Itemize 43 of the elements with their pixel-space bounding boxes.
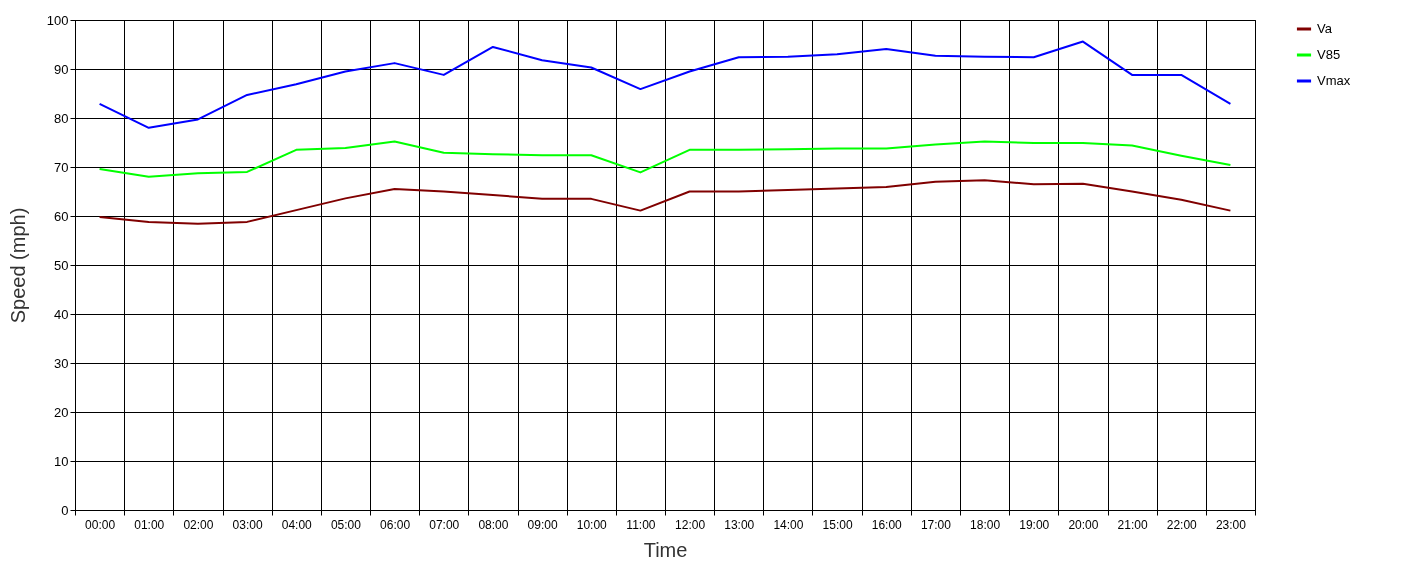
x-tick-label: 23:00 [1215,517,1247,532]
y-tick-label: 20 [54,404,69,420]
x-tick-label: 21:00 [1117,517,1148,532]
x-tick-label: 12:00 [675,517,706,532]
y-tick-label: 0 [61,502,69,518]
x-tick-label: 22:00 [1166,517,1198,532]
legend-label: V85 [1317,47,1341,62]
x-tick-label: 15:00 [822,517,853,532]
x-tick-label: 10:00 [576,517,608,532]
x-tick-label: 14:00 [773,517,804,532]
line-series [98,40,1232,129]
x-tick-label: 16:00 [871,517,903,532]
y-tick-label: 40 [54,306,69,322]
x-tick-label: 13:00 [724,517,755,532]
x-tick-label: 18:00 [970,517,1001,532]
y-tick-label: 30 [54,355,69,371]
y-tick-label: 100 [46,12,69,28]
x-tick-label: 06:00 [380,517,411,532]
y-tick-label: 10 [54,453,69,469]
y-tick-label: 50 [54,257,69,273]
x-tick-label: 04:00 [281,517,313,532]
y-tick-label: 90 [54,61,69,77]
x-tick-label: 00:00 [85,517,116,532]
x-tick-label: 09:00 [527,517,558,532]
x-tick-label: 08:00 [478,517,509,532]
line-series [98,179,1232,225]
line-series [98,140,1232,178]
y-tick-label: 80 [54,110,69,126]
legend-label: Va [1317,21,1333,36]
x-tick-label: 03:00 [232,517,263,532]
x-tick-label: 02:00 [183,517,214,532]
x-tick-label: 19:00 [1019,517,1050,532]
legend-label: Vmax [1317,73,1351,88]
y-axis-title: Speed (mph) [6,207,29,324]
x-tick-label: 17:00 [920,517,952,532]
x-tick-label: 20:00 [1068,517,1099,532]
y-tick-label: 70 [54,159,69,175]
x-tick-label: 07:00 [429,517,460,532]
x-tick-label: 01:00 [134,517,165,532]
x-axis-title: Time [643,538,688,561]
x-tick-label: 11:00 [626,517,656,532]
y-tick-label: 60 [54,208,69,224]
x-tick-label: 05:00 [330,517,362,532]
